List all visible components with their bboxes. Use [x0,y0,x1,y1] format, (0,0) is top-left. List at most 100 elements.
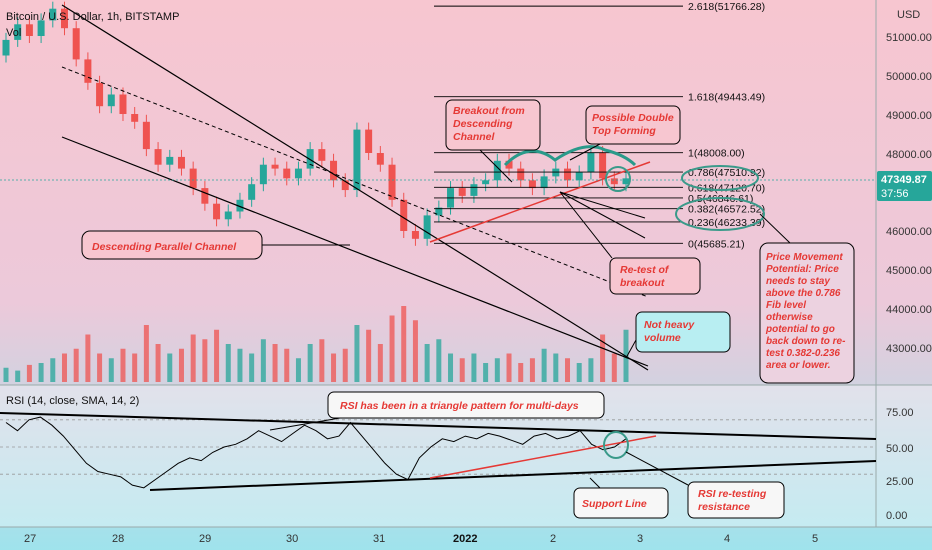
fib-0786-ellipse [681,165,759,191]
candle-body [259,164,267,185]
fib-label: 0.236(46233.39) [688,217,765,229]
callout-box [635,311,731,353]
volume-bar [483,363,489,382]
callout-line-2: breakout [620,277,665,289]
volume-bar [611,353,617,382]
callout-line-9: test 0.382-0.236 [766,348,840,359]
candle-body [528,180,536,189]
volume-bar [553,353,559,382]
volume-bar [97,353,103,382]
retest-circle [605,166,631,192]
volume-bar [38,363,44,382]
callout-line-5: Fib level [766,300,806,311]
volume-bar [26,364,32,382]
candle-body [517,168,525,181]
candle-body [470,184,478,196]
symbol-title: Bitcoin / U.S. Dollar, 1h, BITSTAMP [6,11,179,23]
volume-bar [108,358,114,382]
fib-label: 0.618(47120.70) [688,182,765,194]
volume-bar [307,344,313,382]
time-label-29: 29 [199,533,211,545]
callout-box [327,391,605,419]
volume-bar [61,353,67,382]
candle-body [154,149,162,165]
time-label-2022: 2022 [453,533,477,545]
price-tick-43000: 43000.00 [886,343,932,355]
candle-body [142,121,150,150]
callout-box [585,105,681,145]
volume-bar [600,334,606,382]
callout-pointer [559,191,613,259]
callout-retest: Re-test of breakout [559,191,701,295]
callout-line-10: area or lower. [766,360,830,371]
callout-breakout: Breakout from Descending Channel [445,99,541,183]
callout-line-2: resistance [698,501,750,513]
candle-body [119,94,127,114]
retest-line-1 [559,191,646,239]
callout-text: Descending Parallel Channel [92,241,237,253]
callout-pointer [625,339,637,359]
candle-body [435,207,443,216]
time-label-31: 31 [373,533,385,545]
candle-body [72,28,80,60]
callout-line-2: volume [644,332,681,344]
volume-bar [588,358,594,382]
candle-body [610,178,618,185]
candle-body [423,215,431,239]
time-label-3: 3 [637,533,643,545]
rsi-trend-line [429,435,657,479]
volume-bar [178,348,184,382]
callout-line-2: Potential: Price [766,264,839,275]
time-label-27: 27 [24,533,36,545]
candle-body [388,164,396,200]
candle-body [107,94,115,107]
candle-body [505,160,513,169]
time-label-2: 2 [550,533,556,545]
rsi-tick-25: 25.00 [886,476,914,488]
fib-0382-0236-ellipse [675,197,765,231]
candle-body [564,168,572,181]
candle-body [14,24,22,40]
volume-bar [529,358,535,382]
volume-bar [506,353,512,382]
candle-body [458,188,466,196]
callout-descending-channel: Descending Parallel Channel [81,230,350,260]
price-tick-44000: 44000.00 [886,304,932,316]
volume-bar [471,353,477,382]
candle-body [575,172,583,181]
rsi-support-line [149,460,877,491]
callout-double-top: Possible Double Top Forming [569,105,681,161]
candle-body [411,231,419,239]
candle-body [622,178,630,185]
countdown: 37:56 [881,188,909,200]
breakout-trend-line [429,161,651,243]
volume-bar [167,353,173,382]
price-tick-49000: 49000.00 [886,110,932,122]
volume-bar [73,348,79,382]
callout-support-line: Support Line [573,477,669,519]
volume-bar [366,329,372,382]
callout-box [609,257,701,295]
volume-bar [518,363,524,382]
callout-volume: Not heavy volume [625,311,731,359]
currency-label: USD [897,9,920,21]
channel-upper-line [61,4,649,371]
volume-bar [202,339,208,382]
candle-body [213,203,221,220]
fib-label: 2.618(51766.28) [688,1,765,13]
candle-body [96,82,104,107]
fib-label: 1(48008.00) [688,148,745,160]
candle-body [60,8,68,29]
candle-body [2,39,10,56]
candle-body [330,160,338,181]
volume-bar [401,306,407,382]
retest-line-2 [559,191,646,219]
candle-body [306,149,314,169]
channel-lower-line [61,136,649,367]
candle-body [49,8,57,21]
callout-text: RSI has been in a triangle pattern for m… [340,400,579,412]
callout-box [445,99,541,151]
volume-bar [214,329,220,382]
volume-label: Vol [6,27,21,39]
